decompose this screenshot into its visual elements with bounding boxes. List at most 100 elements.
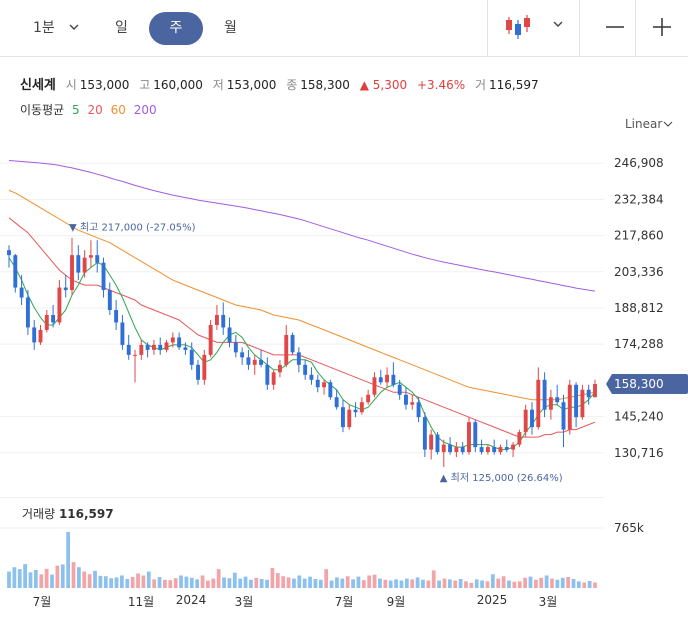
candle-body bbox=[196, 364, 200, 380]
volume-bar bbox=[55, 565, 60, 588]
volume-bar bbox=[17, 569, 22, 588]
volume-bar bbox=[560, 577, 565, 588]
volume-bar bbox=[163, 579, 167, 588]
candle bbox=[473, 419, 478, 453]
volume-bar bbox=[302, 578, 307, 588]
candle-body bbox=[416, 402, 421, 418]
max-price-annotation: ▼ 최고 217,000 (-27.05%) bbox=[69, 222, 196, 234]
tab-week[interactable]: 주 bbox=[149, 12, 203, 45]
volume-bar bbox=[480, 580, 484, 588]
candle-body bbox=[523, 409, 528, 433]
candle bbox=[328, 379, 333, 400]
volume-bar bbox=[361, 580, 366, 588]
tab-day[interactable]: 일 bbox=[115, 20, 128, 36]
candle bbox=[574, 382, 579, 428]
moving-average-legend[interactable]: 이동평균 5 20 60 200 bbox=[20, 101, 161, 118]
candle bbox=[63, 275, 68, 298]
candle-body bbox=[82, 257, 87, 273]
plus-icon[interactable] bbox=[651, 16, 673, 38]
volume-chart[interactable]: 765k bbox=[0, 497, 688, 592]
candle bbox=[517, 429, 522, 448]
volume-bar bbox=[270, 568, 275, 588]
candle bbox=[196, 359, 200, 385]
volume-bar bbox=[351, 579, 355, 588]
candle-body bbox=[133, 354, 137, 356]
volume-bar bbox=[587, 580, 592, 588]
candle bbox=[341, 399, 345, 433]
candle bbox=[19, 275, 24, 306]
minus-icon[interactable] bbox=[604, 16, 626, 38]
candle-body bbox=[467, 422, 471, 453]
candle bbox=[114, 300, 119, 330]
volume-tick-label: 765k bbox=[614, 521, 644, 535]
candle bbox=[70, 237, 74, 296]
volume-bar bbox=[28, 572, 33, 588]
volume-bar bbox=[179, 575, 183, 588]
candle bbox=[246, 349, 251, 370]
candle bbox=[57, 280, 62, 325]
candle bbox=[536, 367, 541, 430]
candle-body bbox=[277, 364, 282, 373]
toolbar-divider bbox=[579, 0, 580, 57]
candle-body bbox=[252, 359, 257, 365]
chevron-down-icon[interactable] bbox=[551, 17, 565, 31]
volume-bar bbox=[125, 578, 130, 588]
volume-bar bbox=[206, 580, 210, 588]
x-tick-label: 3월 bbox=[234, 595, 254, 609]
candle-body bbox=[139, 344, 144, 355]
candle-body bbox=[511, 444, 516, 450]
volume-bar bbox=[394, 579, 398, 588]
volume-bar bbox=[437, 580, 441, 588]
volume-bar bbox=[421, 579, 425, 588]
x-tick-label: 11월 bbox=[127, 595, 155, 609]
stock-name: 신세계 bbox=[20, 78, 56, 93]
ma-200-line bbox=[8, 160, 596, 292]
candle-body bbox=[404, 394, 408, 405]
volume-bar bbox=[44, 568, 49, 588]
volume-bar bbox=[195, 579, 200, 588]
candle bbox=[315, 374, 320, 393]
candle-body bbox=[25, 297, 30, 328]
candle bbox=[44, 310, 49, 333]
price-chart[interactable]: 246,908 232,384 217,860 203,336 188,812 174,2… bbox=[0, 112, 688, 496]
chevron-down-icon[interactable] bbox=[67, 20, 81, 34]
candle-body bbox=[183, 347, 188, 350]
volume-bar bbox=[60, 564, 65, 588]
candlestick-icon[interactable] bbox=[504, 14, 532, 40]
period-selector[interactable]: 1분 bbox=[33, 20, 55, 36]
candle bbox=[530, 402, 534, 435]
candle bbox=[183, 342, 188, 355]
volume-bar bbox=[404, 578, 409, 588]
volume-bar bbox=[313, 578, 318, 588]
candle-body bbox=[101, 262, 106, 291]
low-label: 저 bbox=[212, 78, 224, 92]
candle bbox=[126, 334, 131, 360]
volume-bar bbox=[517, 581, 522, 588]
chevron-down-icon[interactable] bbox=[663, 121, 673, 127]
volume-bar bbox=[383, 579, 388, 588]
high-value: 160,000 bbox=[153, 78, 203, 92]
volume-bar bbox=[501, 576, 506, 588]
candle-body bbox=[341, 407, 345, 428]
candle bbox=[322, 379, 327, 395]
change-value: ▲ 5,300 bbox=[359, 78, 408, 92]
volume-bar bbox=[297, 575, 302, 588]
volume-bar bbox=[286, 577, 291, 588]
tab-month[interactable]: 월 bbox=[224, 20, 237, 36]
candle-body bbox=[378, 377, 383, 383]
candle-body bbox=[328, 382, 333, 398]
candle-body bbox=[334, 397, 339, 408]
volume-bar bbox=[544, 575, 549, 588]
volume-bar bbox=[109, 578, 114, 588]
candle bbox=[397, 379, 402, 400]
candle-body bbox=[271, 372, 276, 385]
volume-bar bbox=[130, 577, 135, 588]
candle-body bbox=[7, 250, 11, 256]
volume-bar bbox=[254, 577, 259, 588]
volume-bar bbox=[50, 574, 54, 588]
volume-bar bbox=[340, 578, 345, 588]
candle-body bbox=[397, 384, 402, 395]
candle bbox=[233, 334, 238, 358]
ma-20-label: 20 bbox=[87, 103, 103, 117]
volume-bar bbox=[87, 574, 92, 588]
